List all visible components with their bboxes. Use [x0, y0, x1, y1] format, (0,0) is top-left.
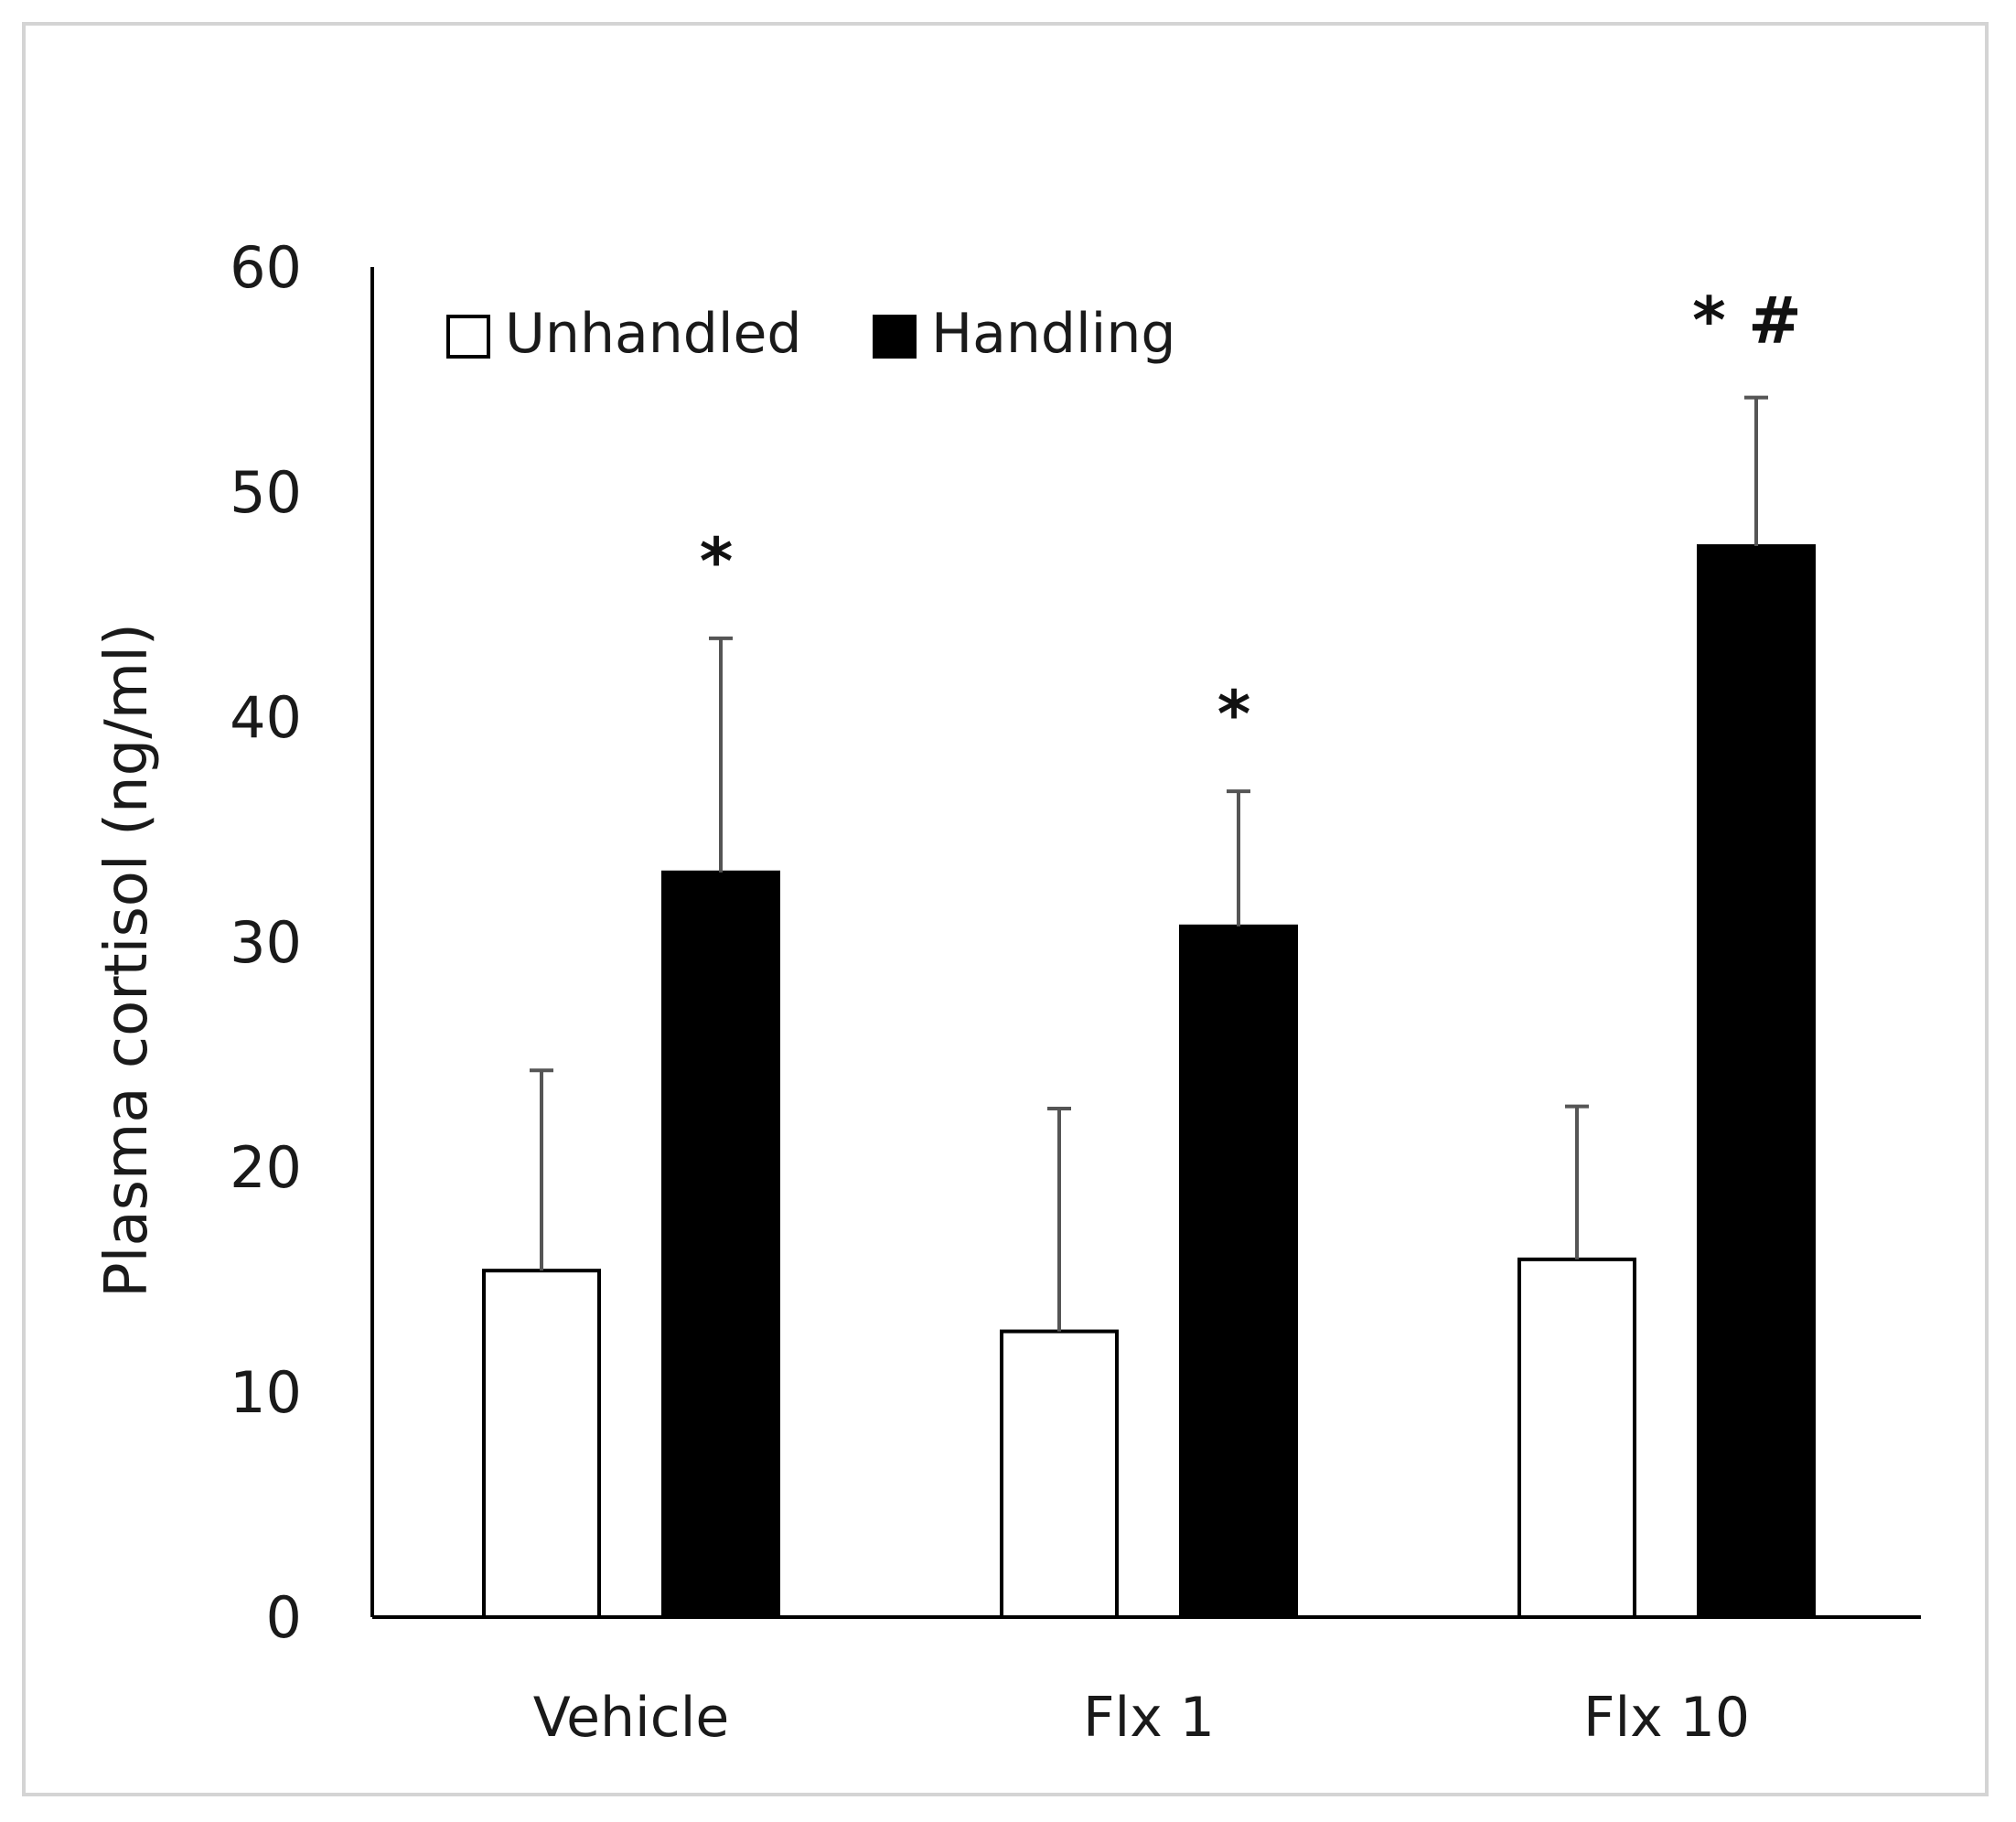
x-category-label: Flx 10: [1583, 1686, 1750, 1750]
bar-handling-1: [1179, 924, 1298, 1619]
y-axis-ticks: 0 10 20 30 40 50 60: [230, 234, 302, 1651]
error-bars: [530, 395, 1768, 1332]
bar-unhandled-0: [482, 1269, 601, 1620]
legend: Unhandled Handling: [446, 302, 1175, 366]
x-category-label: Vehicle: [533, 1686, 730, 1750]
legend-swatch-unhandled: [446, 315, 490, 359]
y-tick-label: 40: [230, 684, 302, 751]
significance-marker: *: [1217, 677, 1251, 752]
significance-annotations: * * * #: [700, 284, 1802, 753]
legend-label-unhandled: Unhandled: [505, 302, 802, 366]
significance-marker: *: [700, 524, 734, 599]
y-tick-label: 30: [230, 909, 302, 976]
bar-handling-2: [1697, 544, 1816, 1619]
legend-label-handling: Handling: [931, 302, 1175, 366]
bar-handling-0: [661, 870, 780, 1619]
y-tick-label: 10: [230, 1359, 302, 1426]
y-axis-label: Plasma cortisol (ng/ml): [93, 623, 161, 1298]
legend-swatch-handling: [873, 315, 917, 359]
bar-unhandled-1: [1000, 1329, 1119, 1619]
y-tick-label: 60: [230, 234, 302, 301]
x-category-label: Flx 1: [1083, 1686, 1215, 1750]
x-axis-categories: Vehicle Flx 1 Flx 10: [533, 1686, 1750, 1750]
y-tick-label: 0: [266, 1584, 302, 1651]
y-tick-label: 20: [230, 1134, 302, 1201]
y-tick-label: 50: [230, 459, 302, 526]
bars: [482, 544, 1816, 1620]
significance-marker: * #: [1692, 284, 1802, 359]
bar-unhandled-2: [1517, 1257, 1636, 1619]
